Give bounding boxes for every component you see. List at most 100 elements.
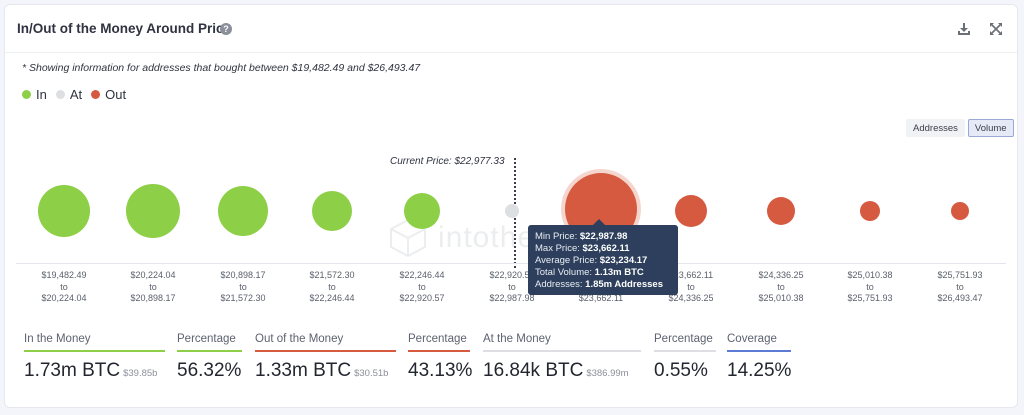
tooltip-volume: 1.13m BTC: [594, 267, 644, 278]
stat-percentage: Percentage 56.32%: [177, 333, 242, 382]
tooltip-avg-price: $23,234.17: [599, 255, 648, 266]
stat-at-the-money: At the Money 16.84k BTC $386.99m: [483, 333, 641, 382]
x-axis-label: $25,010.38 to $25,751.93: [825, 270, 915, 305]
stat-label: Percentage: [177, 333, 236, 345]
x-label-to: $25,010.38: [758, 293, 804, 303]
bubble-in[interactable]: [218, 186, 268, 236]
x-label-from: $22,246.44: [399, 270, 445, 280]
x-axis-label: $19,482.49 to $20,224.04: [19, 270, 109, 305]
current-price-label: Current Price: $22,977.33: [390, 156, 505, 167]
x-label-to-word: to: [508, 281, 516, 292]
x-label-to-word: to: [956, 281, 964, 292]
legend-label: Out: [105, 87, 127, 102]
x-axis-label: $24,336.25 to $25,010.38: [736, 270, 826, 305]
stat-usd-value: $386.99m: [586, 368, 629, 379]
bubble-out[interactable]: [675, 195, 707, 227]
metric-toggle: Addresses Volume: [903, 119, 1014, 137]
stat-value: 14.25%: [727, 360, 792, 381]
x-axis-label: $22,246.44 to $22,920.57: [377, 270, 467, 305]
tooltip-addresses: 1.85m Addresses: [585, 279, 663, 290]
x-label-from: $22,920.57: [489, 270, 535, 280]
x-label-to: $23,662.11: [578, 293, 624, 303]
watermark-logo-icon: [390, 218, 426, 258]
legend-item-out[interactable]: Out: [91, 87, 126, 102]
x-label-from: $21,572.30: [309, 270, 355, 280]
stat-underline: [177, 350, 242, 352]
stat-in-the-money: In the Money 1.73m BTC $39.85b: [24, 333, 165, 382]
bubble-tooltip: Min Price: $22,987.98 Max Price: $23,662…: [528, 219, 678, 295]
addresses-toggle-button[interactable]: Addresses: [906, 119, 965, 137]
bubble-out[interactable]: [767, 197, 795, 225]
stat-usd-value: $30.51b: [354, 368, 389, 379]
x-label-to: $22,246.44: [309, 293, 355, 303]
legend-label: At: [69, 87, 83, 102]
stat-underline: [483, 350, 641, 352]
x-label-to: $20,898.17: [130, 293, 176, 303]
x-label-to-word: to: [777, 281, 785, 292]
card-title: In/Out of the Money Around Price: [17, 21, 232, 36]
x-label-to: $22,920.57: [399, 293, 445, 303]
legend-dot-in: [22, 90, 31, 99]
x-axis-label: $20,898.17 to $21,572.30: [198, 270, 288, 305]
volume-toggle-button[interactable]: Volume: [967, 119, 1014, 137]
range-note: * Showing information for addresses that…: [22, 62, 421, 74]
x-label-from: $25,751.93: [937, 270, 983, 280]
legend-item-at[interactable]: At: [55, 87, 83, 102]
x-label-from: $20,224.04: [130, 270, 176, 280]
stat-label: Out of the Money: [255, 333, 344, 345]
x-label-to-word: to: [418, 281, 426, 292]
stat-underline: [727, 350, 791, 352]
stat-out-of-the-money: Out of the Money 1.33m BTC $30.51b: [255, 333, 396, 382]
card-header: In/Out of the Money Around Price ?: [5, 5, 1017, 53]
x-label-from: $19,482.49: [41, 270, 87, 280]
x-axis-label: $22,920.57 to $22,987.98: [467, 270, 557, 305]
bubble-out[interactable]: [860, 201, 880, 221]
x-axis-label: $20,224.04 to $20,898.17: [108, 270, 198, 305]
x-axis-label: $25,751.93 to $26,493.47: [915, 270, 1005, 305]
x-axis-label: $23,662.11 to $24,336.25: [646, 270, 736, 305]
bubble-at[interactable]: [505, 204, 519, 218]
stat-underline: [654, 350, 716, 352]
stat-value: 0.55%: [654, 360, 708, 381]
stat-label: Coverage: [727, 333, 777, 345]
x-label-to: $25,751.93: [847, 293, 893, 303]
x-label-to-word: to: [149, 281, 157, 292]
stat-value: 56.32%: [177, 360, 242, 381]
bubble-in[interactable]: [404, 193, 440, 229]
x-label-to: $21,572.30: [220, 293, 266, 303]
stat-value: 16.84k BTC $386.99m: [483, 360, 629, 381]
x-label-to: $26,493.47: [937, 293, 983, 303]
stat-underline: [255, 350, 396, 352]
stat-usd-value: $39.85b: [123, 368, 158, 379]
bubble-in[interactable]: [126, 184, 180, 238]
x-label-to: $24,336.25: [668, 293, 714, 303]
download-icon[interactable]: [956, 21, 972, 37]
x-label-to-word: to: [239, 281, 247, 292]
bubble-out[interactable]: [951, 202, 969, 220]
stat-percentage: Percentage 43.13%: [408, 333, 473, 382]
x-label-to-word: to: [687, 281, 695, 292]
stat-label: Percentage: [654, 333, 713, 345]
legend: In At Out: [22, 87, 135, 102]
legend-dot-at: [55, 90, 65, 99]
question-circle-icon[interactable]: ?: [220, 23, 232, 35]
stat-label: At the Money: [483, 333, 551, 345]
stat-label: In the Money: [24, 333, 91, 345]
x-label-to-word: to: [60, 281, 68, 292]
stat-value: 1.33m BTC $30.51b: [255, 360, 389, 381]
bubble-in[interactable]: [38, 185, 90, 237]
expand-icon[interactable]: [988, 21, 1004, 37]
x-label-from: $20,898.17: [220, 270, 266, 280]
x-label-from: $23,662.11: [668, 270, 714, 280]
bubble-in[interactable]: [312, 191, 352, 231]
x-label-to-word: to: [866, 281, 874, 292]
stat-value: 43.13%: [408, 360, 473, 381]
legend-label: In: [36, 87, 47, 102]
tooltip-max-price: $23,662.11: [582, 243, 630, 254]
x-label-from: $24,336.25: [758, 270, 804, 280]
legend-item-in[interactable]: In: [22, 87, 47, 102]
x-label-from: $25,010.38: [847, 270, 893, 280]
stat-label: Percentage: [408, 333, 467, 345]
stat-underline: [24, 350, 165, 352]
stat-underline: [408, 350, 470, 352]
